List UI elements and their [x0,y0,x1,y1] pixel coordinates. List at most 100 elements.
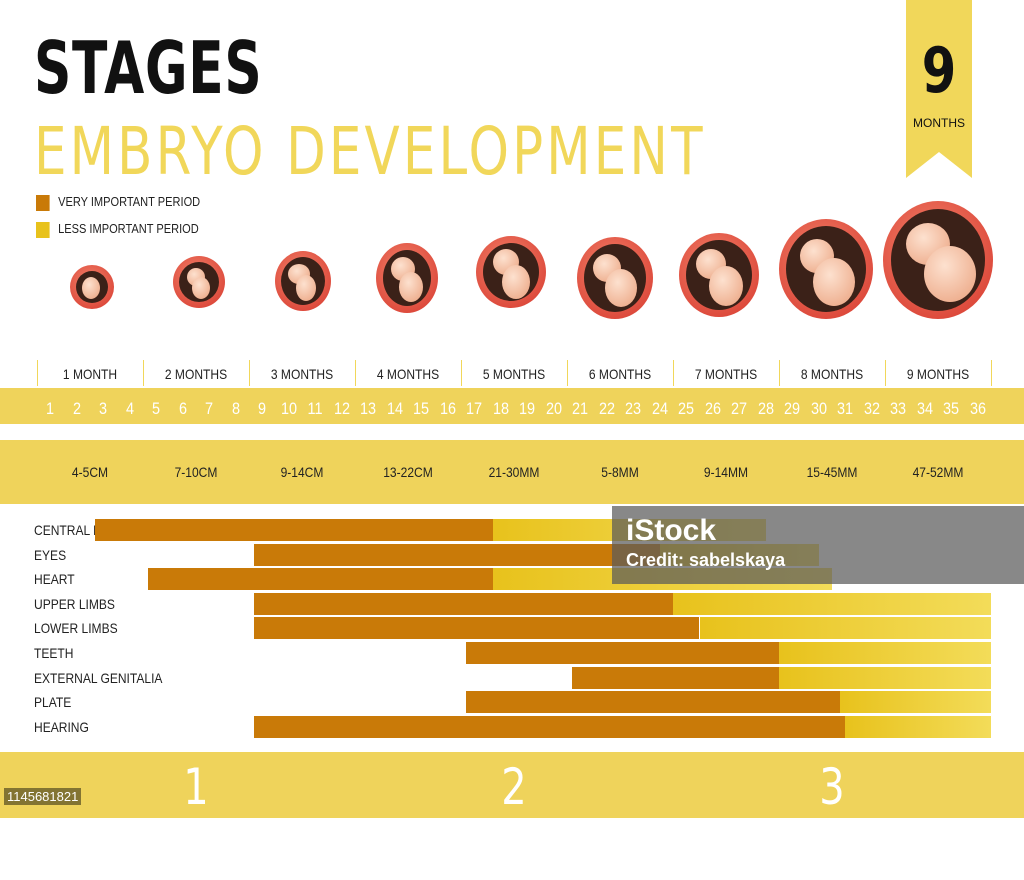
row-label: TEETH [34,645,74,661]
embryo-month-4 [376,243,438,313]
week-number: 25 [678,399,695,418]
week-number: 17 [466,399,483,418]
week-number: 7 [205,399,214,418]
trimester-band [0,752,1024,818]
week-number: 29 [784,399,801,418]
size-label: 5-8MM [601,464,639,480]
month-divider [143,360,144,386]
bar-important [148,568,493,591]
week-number: 2 [72,399,81,418]
embryo-month-1 [70,265,114,309]
bar-important [254,592,673,615]
week-number: 24 [651,399,668,418]
row-label: EYES [34,546,67,563]
week-number: 27 [731,399,748,418]
embryo-month-3 [275,251,331,311]
trimester-label: 2 TRIMESTER [400,758,628,878]
page-subtitle: EMBRYO DEVELOPMENT [34,113,706,190]
week-number: 26 [704,399,721,418]
week-number: 1 [46,399,55,418]
week-number: 19 [519,399,536,418]
week-number: 6 [178,399,187,418]
ribbon-badge [906,0,972,178]
size-band [0,440,1024,504]
row-label: EXTERNAL GENITALIA [34,669,163,686]
page-title: STAGES [34,26,263,110]
week-number: 21 [572,399,589,418]
legend-swatch-less [36,221,50,238]
week-number: 12 [333,399,350,418]
month-divider [355,360,356,386]
size-label: 7-10CM [174,464,218,480]
bar-important [254,543,660,566]
embryo-month-5 [476,236,546,308]
week-number: 4 [125,399,134,418]
bar-important [254,715,846,738]
week-number: 36 [969,399,986,418]
week-number: 30 [810,399,827,418]
bar-less-important [839,691,991,714]
watermark-credit: Credit: sabelskaya [626,550,786,570]
legend-label-less: LESS IMPORTANT PERIOD [58,221,199,236]
bar-less-important [699,617,991,640]
legend-item-important: VERY IMPORTANT PERIOD [36,194,200,211]
trimester-label: 1 TRIMESTER [82,758,310,878]
ribbon-number: 9 [921,34,957,107]
week-number: 3 [99,399,108,418]
bar-less-important [779,666,991,689]
month-label: 7 MONTHS [694,366,758,382]
bar-important [466,642,779,664]
week-number: 5 [152,399,161,418]
week-number: 15 [413,399,430,418]
month-divider [991,360,992,386]
legend-label-important: VERY IMPORTANT PERIOD [58,194,201,209]
month-label: 1 MONTH [62,366,118,382]
embryo-month-6 [577,237,653,319]
week-number: 23 [625,399,642,418]
bar-important [95,519,493,541]
stock-id: 1145681821 [4,788,82,805]
watermark-logo: iStock [626,514,717,547]
month-divider [885,360,886,386]
row-label: PLATE [34,694,72,711]
legend-swatch-important [36,194,50,211]
month-label: 8 MONTHS [800,366,864,382]
embryo-month-2 [173,256,225,308]
size-label: 15-45MM [806,464,858,480]
embryo-month-9 [883,201,993,319]
bar-less-important [673,592,991,615]
bar-less-important [845,715,991,738]
embryo-month-8 [779,219,873,319]
month-label: 4 MONTHS [376,366,440,382]
week-number: 28 [757,399,774,418]
bar-important [572,666,779,689]
size-label: 9-14CM [280,464,324,480]
week-number: 11 [307,399,323,418]
size-label: 4-5CM [71,464,109,480]
ribbon-unit: MONTHS [913,116,965,130]
month-divider [461,360,462,386]
week-band [0,388,1024,424]
month-label: 5 MONTHS [482,366,546,382]
month-label: 3 MONTHS [270,366,334,382]
week-number: 8 [231,399,240,418]
month-label: 9 MONTHS [906,366,970,382]
month-divider [673,360,674,386]
month-divider [37,360,38,386]
size-label: 21-30MM [488,464,540,480]
week-number: 10 [280,399,297,418]
week-number: 35 [943,399,960,418]
week-number: 20 [545,399,562,418]
size-label: 9-14MM [703,464,749,480]
week-number: 22 [598,399,615,418]
week-number: 32 [863,399,880,418]
week-number: 14 [386,399,403,418]
week-number: 13 [360,399,377,418]
watermark-panel [612,506,1024,584]
month-divider [567,360,568,386]
month-label: 2 MONTHS [164,366,228,382]
bar-important [466,691,840,714]
size-label: 47-52MM [912,464,964,480]
row-label: UPPER LIMBS [34,595,115,612]
month-divider [249,360,250,386]
